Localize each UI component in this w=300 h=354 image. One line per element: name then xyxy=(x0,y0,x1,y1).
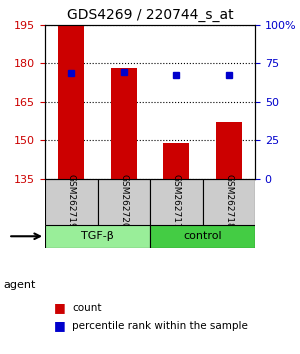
Bar xyxy=(163,143,189,178)
Title: GDS4269 / 220744_s_at: GDS4269 / 220744_s_at xyxy=(67,8,233,22)
Text: percentile rank within the sample: percentile rank within the sample xyxy=(72,321,248,331)
Text: GSM262717: GSM262717 xyxy=(172,174,181,229)
Bar xyxy=(216,122,242,178)
Text: GSM262719: GSM262719 xyxy=(67,174,76,229)
Text: control: control xyxy=(183,231,222,241)
FancyBboxPatch shape xyxy=(45,178,98,225)
FancyBboxPatch shape xyxy=(202,178,255,225)
Text: agent: agent xyxy=(3,280,35,290)
Bar xyxy=(58,26,84,178)
FancyBboxPatch shape xyxy=(150,225,255,248)
Bar xyxy=(111,68,137,178)
Text: ■: ■ xyxy=(54,319,66,332)
FancyBboxPatch shape xyxy=(150,178,202,225)
Text: TGF-β: TGF-β xyxy=(81,231,114,241)
FancyBboxPatch shape xyxy=(45,225,150,248)
Text: GSM262720: GSM262720 xyxy=(119,175,128,229)
Text: count: count xyxy=(72,303,101,313)
Text: GSM262718: GSM262718 xyxy=(224,174,233,229)
Text: ■: ■ xyxy=(54,302,66,314)
FancyBboxPatch shape xyxy=(98,178,150,225)
